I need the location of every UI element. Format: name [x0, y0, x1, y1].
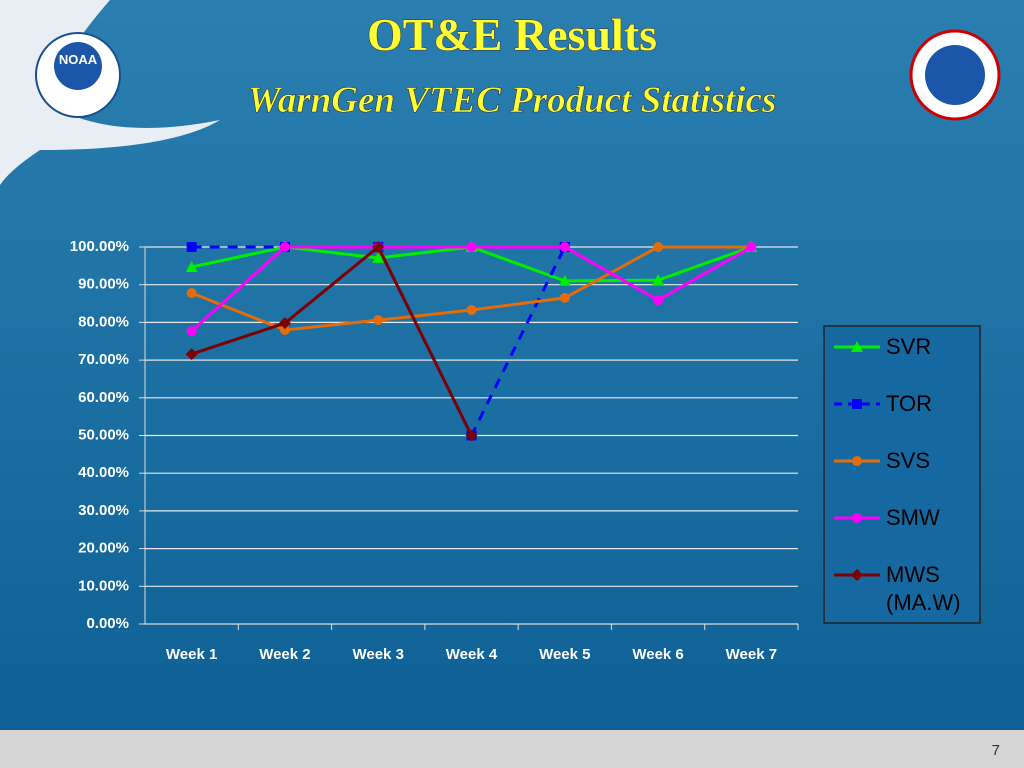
y-tick-label: 0.00%	[86, 615, 129, 632]
legend-label: MWS (MA.W)	[886, 562, 961, 615]
marker	[653, 242, 664, 252]
marker	[652, 274, 665, 286]
x-tick-label: Week 7	[726, 646, 777, 663]
chart-subtitle: WarnGen VTEC Product Statistics	[248, 80, 777, 121]
marker	[185, 260, 198, 272]
y-tick-label: 20.00%	[78, 540, 129, 557]
y-tick-label: 90.00%	[78, 276, 129, 293]
marker	[746, 242, 757, 252]
marker	[278, 317, 291, 330]
y-tick-label: 100.00%	[70, 238, 129, 255]
marker	[559, 292, 570, 303]
y-tick-label: 70.00%	[78, 351, 129, 368]
footer-bar	[0, 730, 1024, 768]
marker	[185, 348, 198, 361]
legend-item: TOR	[886, 391, 933, 416]
page-number: 7	[992, 742, 1000, 759]
marker	[852, 513, 862, 523]
marker	[186, 242, 197, 252]
x-tick-label: Week 2	[259, 646, 310, 663]
marker	[186, 326, 197, 337]
legend-item: SMW	[886, 505, 940, 530]
legend-label: SVR	[886, 334, 932, 359]
logo-text: NOAA	[59, 52, 98, 67]
x-tick-label: Week 4	[446, 646, 498, 663]
y-tick-label: 50.00%	[78, 426, 129, 443]
legend-label: TOR	[886, 391, 933, 416]
marker	[653, 295, 664, 306]
marker	[466, 304, 477, 315]
nws-logo	[909, 29, 1001, 121]
marker	[851, 569, 863, 581]
y-tick-label: 30.00%	[78, 502, 129, 519]
legend-item: SVR	[886, 334, 932, 359]
marker	[851, 341, 863, 352]
marker	[373, 315, 384, 326]
marker	[279, 324, 290, 335]
marker	[559, 242, 570, 252]
legend-label: SMW	[886, 505, 940, 530]
marker	[852, 456, 862, 466]
legend-label: SVS	[886, 448, 931, 473]
y-tick-label: 40.00%	[78, 464, 129, 481]
legend-item: MWS (MA.W)	[886, 562, 961, 615]
y-tick-label: 10.00%	[78, 577, 129, 594]
marker	[852, 399, 862, 409]
x-tick-label: Week 5	[539, 646, 590, 663]
y-tick-label: 80.00%	[78, 313, 129, 330]
marker	[372, 241, 385, 253]
noaa-logo: NOAA	[35, 32, 121, 118]
x-tick-label: Week 6	[632, 646, 683, 663]
chart-title: OT&E Results	[367, 9, 657, 60]
x-tick-label: Week 1	[166, 646, 217, 663]
y-tick-label: 60.00%	[78, 389, 129, 406]
legend-item: SVS	[886, 448, 931, 473]
marker	[465, 429, 478, 442]
marker	[279, 242, 290, 252]
series-line	[191, 244, 473, 437]
marker	[186, 287, 197, 298]
marker	[466, 242, 477, 252]
marker	[558, 274, 571, 286]
x-tick-label: Week 3	[352, 646, 403, 663]
marker	[372, 251, 385, 263]
